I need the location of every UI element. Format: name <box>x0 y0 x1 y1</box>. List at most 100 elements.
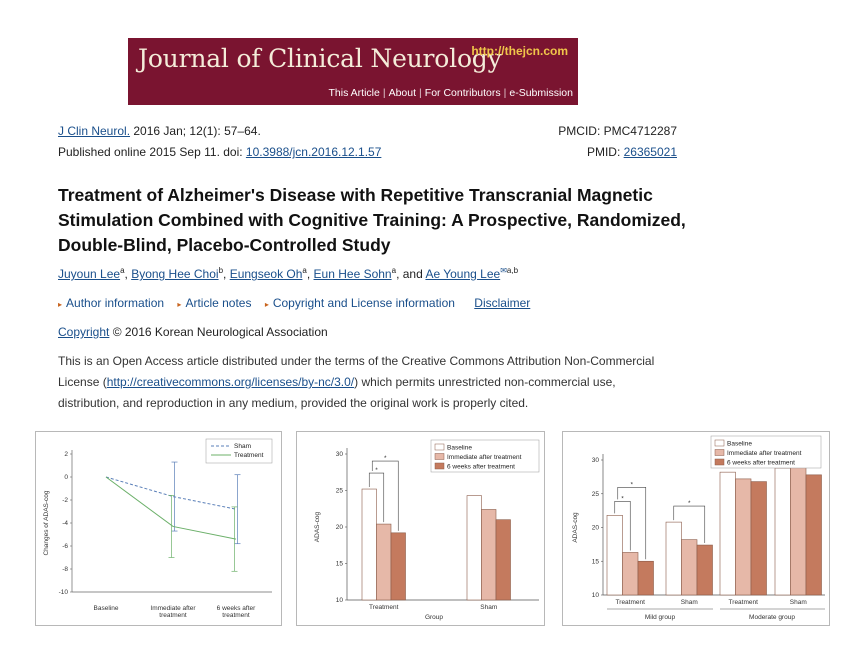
citation-line: J Clin Neurol. 2016 Jan; 12(1): 57–64. <box>58 124 261 138</box>
figure-bar-chart-group[interactable]: 30 25 20 15 10 ADAS-cog Treatment Sham Baseline I… <box>296 431 545 626</box>
license-url-link[interactable]: http://creativecommons.org/licenses/by-n… <box>106 375 355 389</box>
y-tick-label: -4 <box>62 520 68 527</box>
doi-link[interactable]: 10.3988/jcn.2016.12.1.57 <box>245 145 382 159</box>
author-link[interactable]: Juyoun Lee <box>58 267 121 281</box>
author-link[interactable]: Ae Young Lee <box>425 267 501 281</box>
legend-label: 6 weeks after treatment <box>727 460 795 467</box>
bar <box>665 521 682 596</box>
pmid-line: PMID: 26365021 <box>587 145 677 159</box>
bar <box>390 532 406 601</box>
significance-bracket <box>614 501 631 551</box>
y-tick-label: -2 <box>62 497 68 504</box>
bar <box>622 552 639 596</box>
legend-label: Immediate after treatment <box>447 454 522 461</box>
nav-for-contributors[interactable]: For Contributors <box>424 87 501 99</box>
legend-swatch <box>434 462 445 470</box>
x-axis-label: Group <box>425 614 443 621</box>
y-tick-label: 0 <box>64 474 68 481</box>
banner-nav: This Article | About | For Contributors | e-Su… <box>328 87 574 99</box>
significance-mark: * <box>621 495 624 502</box>
legend-swatch <box>434 443 445 451</box>
article-info-links: ▸ Author information ▸ Article notes ▸ Copy… <box>58 296 530 310</box>
significance-mark: * <box>375 467 378 474</box>
copyright-text: © 2016 Korean Neurological Association <box>109 325 328 339</box>
author-list: Juyoun Leea, Byong Hee Choib, Eungseok O… <box>58 266 519 281</box>
significance-mark: * <box>384 455 387 462</box>
affiliation-sup: a <box>120 266 125 275</box>
legend-box <box>430 439 540 473</box>
bar-chart-svg: 30 25 20 15 10 ADAS-cog Treatment Sham Baseline I… <box>314 439 540 621</box>
bar <box>681 539 698 596</box>
email-icon[interactable]: ✉ <box>500 266 507 275</box>
bar-chart-severity-svg: 30 25 20 15 10 ADAS-cog Treatment Sham Treatment… <box>572 435 825 621</box>
copyright-link[interactable]: Copyright <box>58 325 110 339</box>
figure-bar-chart-severity[interactable]: 30 25 20 15 10 ADAS-cog Treatment Sham Treatment… <box>562 431 830 626</box>
journal-name: Journal of Clinical Neurology <box>138 44 502 73</box>
legend-swatch <box>434 453 445 460</box>
pmcid: PMCID: PMC4712287 <box>558 124 677 138</box>
group-label: Mild group <box>645 614 676 621</box>
bar <box>376 523 392 601</box>
x-tick-label: Sham <box>681 599 698 606</box>
journal-url[interactable]: http://thejcn.com <box>471 44 568 58</box>
affiliation-sup: a <box>302 266 307 275</box>
license-part2: ) which permits unrestricted non-commerc… <box>58 375 616 410</box>
nav-about[interactable]: About <box>388 87 417 99</box>
significance-bracket <box>371 460 399 531</box>
bar <box>774 467 791 596</box>
issue-text: 2016 Jan; 12(1): 57–64. <box>130 124 261 138</box>
nav-this-article[interactable]: This Article <box>328 87 380 99</box>
bar <box>481 509 497 601</box>
bar <box>637 560 654 596</box>
x-tick-label: Sham <box>790 599 807 606</box>
y-tick-label: 15 <box>592 558 600 565</box>
x-tick-label: Sham <box>480 604 497 611</box>
line-chart-svg: 2 0 -2 -4 -6 -8 -10 Changes of ADAS-cog Baseline… <box>43 438 273 619</box>
affiliation-sup: a,b <box>506 266 519 275</box>
author-link[interactable]: Byong Hee Choi <box>131 267 219 281</box>
bar <box>361 488 377 601</box>
bar <box>750 481 767 596</box>
published-text: Published online 2015 Sep 11. doi: <box>58 145 246 159</box>
legend-label: Sham <box>234 443 251 450</box>
affiliation-sup: a <box>391 266 397 275</box>
bar <box>466 495 482 601</box>
y-tick-label: 10 <box>592 592 600 599</box>
disclaimer-link[interactable]: Disclaimer <box>474 296 531 310</box>
y-tick-label: 15 <box>336 561 344 568</box>
y-tick-label: -10 <box>59 589 69 596</box>
author-information-link[interactable]: Author information <box>66 296 165 310</box>
pmid-link[interactable]: 26365021 <box>623 145 677 159</box>
copyright-license-link[interactable]: Copyright and License information <box>272 296 455 310</box>
bar <box>495 519 511 601</box>
journal-abbrev-link[interactable]: J Clin Neurol. <box>58 124 131 138</box>
x-tick-label: treatment <box>222 612 250 619</box>
series-line <box>105 476 237 540</box>
legend-label: Baseline <box>727 441 752 448</box>
license-text: This is an Open Access article distribut… <box>58 351 678 414</box>
legend-swatch <box>714 439 725 447</box>
journal-banner[interactable]: Journal of Clinical Neurology http://the… <box>128 38 578 105</box>
legend-label: Treatment <box>234 452 264 459</box>
significance-mark: * <box>630 481 633 488</box>
legend-box <box>710 435 822 469</box>
x-tick-label: Baseline <box>94 605 119 612</box>
x-tick-label: Immediate after <box>150 605 196 612</box>
figure-line-chart[interactable]: 2 0 -2 -4 -6 -8 -10 Changes of ADAS-cog Baseline… <box>35 431 282 626</box>
x-tick-label: 6 weeks after <box>217 605 256 612</box>
y-tick-label: 25 <box>592 491 600 498</box>
legend-label: Baseline <box>447 445 472 452</box>
legend-swatch <box>714 458 725 466</box>
legend-label: Immediate after treatment <box>727 450 802 457</box>
author-link[interactable]: Eun Hee Sohn <box>313 267 392 281</box>
y-axis-label: Changes of ADAS-cog <box>43 490 50 555</box>
significance-bracket <box>368 472 385 523</box>
article-notes-link[interactable]: Article notes <box>185 296 252 310</box>
x-tick-label: Treatment <box>616 599 646 606</box>
author-link[interactable]: Eungseok Oh <box>229 267 303 281</box>
nav-e-submission[interactable]: e-Submission <box>509 87 573 99</box>
y-axis-label: ADAS-cog <box>572 512 579 543</box>
legend-swatch <box>714 449 725 456</box>
y-tick-label: 2 <box>64 451 68 458</box>
triangle-right-icon: ▸ <box>58 300 63 309</box>
